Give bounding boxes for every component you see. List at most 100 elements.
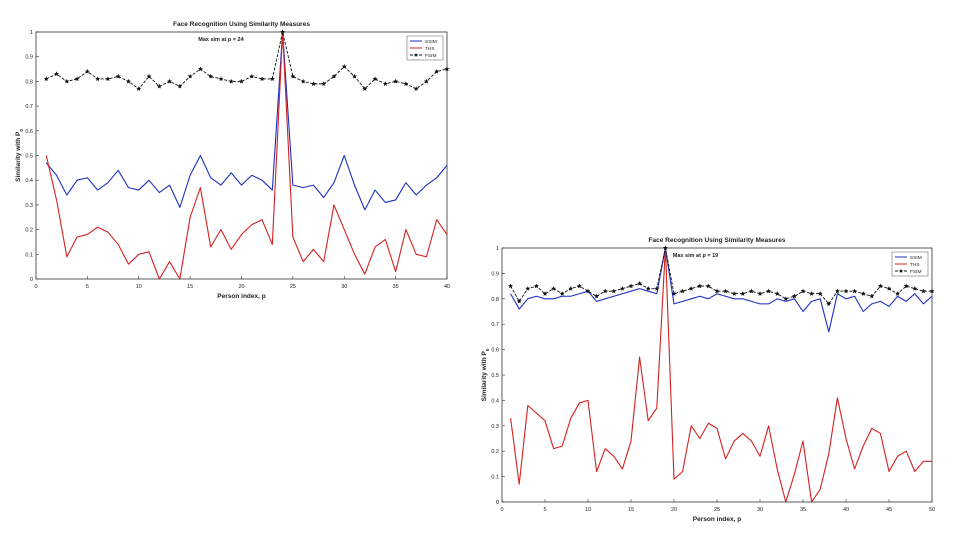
data-point-fsim (115, 73, 121, 79)
data-point-fsim (321, 81, 327, 86)
data-point-fsim (177, 83, 183, 89)
data-point-fsim (444, 66, 450, 72)
x-tick-label: 30 (757, 507, 763, 513)
legend-marker-fsim (898, 268, 904, 273)
series-line-ths (45, 31, 448, 280)
x-tick-label: 5 (86, 284, 89, 290)
x-tick-label: 40 (843, 507, 849, 513)
x-tick-label: 10 (585, 507, 591, 513)
data-point-fsim (290, 73, 296, 79)
x-tick-label: 50 (929, 507, 935, 513)
data-point-fsim (413, 86, 419, 91)
data-point-fsim (766, 288, 772, 294)
data-point-fsim (740, 291, 746, 296)
x-tick-label: 30 (341, 284, 347, 290)
data-point-fsim (697, 283, 703, 289)
data-point-fsim (886, 286, 892, 291)
data-point-fsim (156, 83, 162, 89)
legend-label-ths: THS (425, 46, 435, 52)
y-tick-label: 0.2 (25, 228, 33, 234)
data-point-fsim (280, 29, 286, 35)
legend-label-fsim: FSIM (910, 269, 921, 275)
y-tick-label: 0.8 (491, 297, 499, 303)
x-tick-label: 20 (671, 507, 677, 513)
data-point-fsim (723, 288, 729, 294)
data-point-fsim (912, 286, 918, 291)
x-axis-label: Person index, p (217, 293, 265, 300)
x-tick-label: 0 (500, 507, 503, 513)
data-point-fsim (576, 283, 582, 289)
similarity-chart-right: Face Recognition Using Similarity Measur… (470, 230, 960, 540)
data-point-fsim (372, 76, 378, 82)
chart-svg-left: Face Recognition Using Similarity Measur… (15, 21, 450, 300)
y-tick-label: 0.4 (491, 398, 499, 404)
data-point-fsim (834, 288, 840, 294)
data-point-fsim (269, 76, 275, 82)
data-point-fsim (434, 68, 440, 74)
data-point-fsim (423, 78, 429, 84)
series-line-ths (510, 247, 932, 503)
data-point-fsim (757, 291, 763, 296)
data-point-fsim (551, 286, 557, 291)
data-point-fsim (105, 76, 111, 82)
data-point-fsim (705, 283, 711, 289)
y-tick-label: 0.7 (25, 104, 33, 110)
data-point-fsim (208, 73, 214, 79)
data-point-fsim (559, 291, 565, 296)
data-point-fsim (542, 291, 548, 296)
data-point-fsim (903, 283, 909, 289)
y-axis-label-subscript: 0 (485, 348, 490, 351)
legend-label-ths: THS (910, 262, 920, 268)
data-point-fsim (352, 73, 357, 79)
data-point-fsim (852, 288, 858, 294)
data-point-fsim (568, 286, 574, 291)
similarity-chart-left: Face Recognition Using Similarity Measur… (0, 0, 470, 310)
y-tick-label: 0.7 (491, 322, 499, 328)
x-tick-label: 10 (136, 284, 142, 290)
data-point-fsim (516, 298, 522, 304)
chart-title: Face Recognition Using Similarity Measur… (173, 21, 310, 28)
series-line-ssim (45, 31, 448, 211)
data-point-fsim (533, 283, 539, 289)
y-tick-label: 0.2 (491, 449, 499, 455)
x-tick-label: 45 (886, 507, 892, 513)
data-point-fsim (64, 78, 70, 84)
data-point-fsim (218, 76, 224, 82)
data-point-fsim (920, 288, 926, 294)
y-tick-label: 1 (30, 30, 33, 36)
x-tick-label: 40 (444, 284, 450, 290)
data-point-fsim (714, 288, 720, 294)
series-line-ssim (510, 247, 933, 333)
y-tick-label: 0.9 (25, 55, 33, 61)
data-point-fsim (783, 296, 789, 301)
data-point-fsim (585, 288, 591, 294)
data-point-fsim (731, 291, 737, 296)
data-point-fsim (688, 286, 694, 291)
data-point-fsim (167, 78, 173, 84)
y-tick-label: 0.4 (25, 178, 33, 184)
data-point-fsim (611, 288, 617, 294)
data-point-fsim (239, 78, 244, 84)
data-point-fsim (826, 301, 832, 306)
data-point-fsim (95, 76, 101, 82)
data-point-fsim (800, 288, 806, 294)
data-point-fsim (637, 280, 643, 286)
series-line-fsim (46, 31, 448, 90)
data-point-fsim (508, 283, 514, 289)
legend-label-fsim: FSIM (425, 53, 436, 59)
data-point-fsim (525, 286, 531, 291)
y-tick-label: 0.6 (25, 129, 33, 135)
data-point-fsim (362, 86, 368, 91)
data-point-fsim (310, 81, 316, 86)
data-point-fsim (126, 78, 131, 84)
data-point-fsim (259, 76, 265, 82)
legend-marker-fsim (413, 52, 419, 57)
chart-title: Face Recognition Using Similarity Measur… (649, 237, 786, 244)
data-point-fsim (748, 288, 754, 294)
y-tick-label: 1 (496, 246, 499, 252)
chart-svg-right: Face Recognition Using Similarity Measur… (481, 237, 935, 523)
data-point-fsim (895, 291, 901, 296)
data-point-fsim (791, 293, 797, 299)
data-point-fsim (146, 73, 152, 79)
data-point-fsim (645, 286, 651, 291)
